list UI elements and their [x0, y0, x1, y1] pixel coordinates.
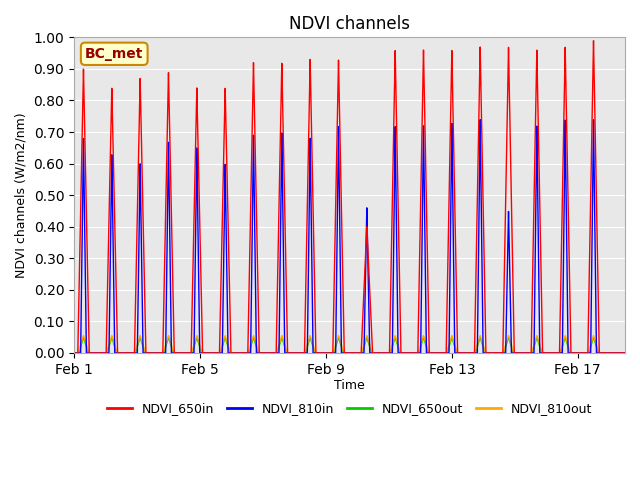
- Text: BC_met: BC_met: [85, 47, 143, 61]
- NDVI_810in: [586, 350, 593, 356]
- NDVI_650out: [307, 335, 314, 340]
- NDVI_810in: [476, 117, 484, 122]
- NDVI_810in: [403, 350, 411, 356]
- NDVI_810out: [331, 345, 339, 351]
- NDVI_810out: [465, 350, 472, 356]
- NDVI_810in: [465, 350, 472, 356]
- NDVI_650in: [331, 257, 339, 263]
- NDVI_650out: [207, 350, 215, 356]
- NDVI_650in: [465, 350, 472, 356]
- NDVI_810out: [307, 333, 314, 338]
- NDVI_650out: [331, 347, 339, 353]
- Legend: NDVI_650in, NDVI_810in, NDVI_650out, NDVI_810out: NDVI_650in, NDVI_810in, NDVI_650out, NDV…: [102, 397, 597, 420]
- NDVI_650out: [70, 350, 78, 356]
- NDVI_650in: [403, 350, 411, 356]
- NDVI_810out: [403, 350, 411, 356]
- NDVI_650in: [207, 350, 215, 356]
- NDVI_650in: [589, 38, 597, 44]
- Line: NDVI_810in: NDVI_810in: [74, 120, 625, 353]
- NDVI_650out: [621, 350, 629, 356]
- Line: NDVI_650out: NDVI_650out: [74, 337, 625, 353]
- X-axis label: Time: Time: [334, 380, 365, 393]
- NDVI_810in: [70, 350, 78, 356]
- NDVI_650out: [586, 348, 593, 354]
- NDVI_650in: [621, 350, 629, 356]
- NDVI_810in: [207, 350, 215, 356]
- NDVI_650out: [403, 350, 411, 356]
- NDVI_810in: [424, 350, 431, 356]
- NDVI_810out: [621, 350, 629, 356]
- NDVI_650out: [424, 348, 431, 354]
- NDVI_810in: [621, 350, 629, 356]
- Y-axis label: NDVI channels (W/m2/nm): NDVI channels (W/m2/nm): [15, 112, 28, 278]
- Title: NDVI channels: NDVI channels: [289, 15, 410, 33]
- Line: NDVI_650in: NDVI_650in: [74, 41, 625, 353]
- NDVI_810in: [331, 350, 339, 356]
- NDVI_810out: [424, 347, 431, 352]
- NDVI_810out: [207, 350, 215, 356]
- Line: NDVI_810out: NDVI_810out: [74, 336, 625, 353]
- NDVI_650in: [424, 272, 431, 278]
- NDVI_650in: [586, 270, 593, 276]
- NDVI_810out: [586, 347, 593, 352]
- NDVI_650in: [70, 350, 78, 356]
- NDVI_810out: [70, 350, 78, 356]
- NDVI_650out: [465, 350, 472, 356]
